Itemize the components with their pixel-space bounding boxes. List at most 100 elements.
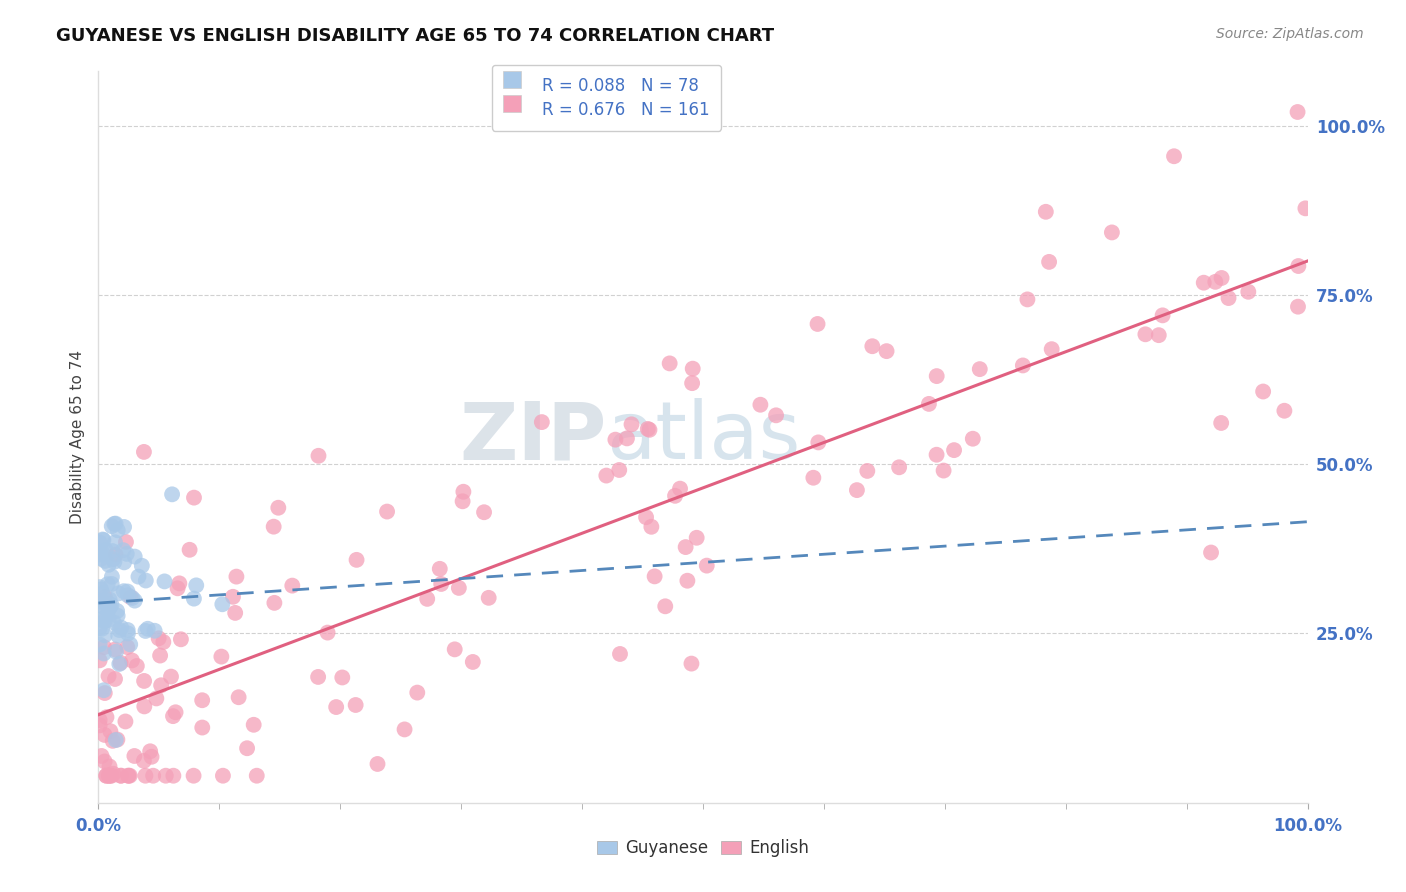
Point xyxy=(89,535,111,549)
Point xyxy=(93,683,115,698)
Point xyxy=(107,586,129,600)
Text: GUYANESE VS ENGLISH DISABILITY AGE 65 TO 74 CORRELATION CHART: GUYANESE VS ENGLISH DISABILITY AGE 65 TO… xyxy=(56,27,775,45)
Point xyxy=(749,398,772,412)
Point xyxy=(1135,327,1157,342)
Point xyxy=(139,744,162,758)
Point xyxy=(1211,271,1233,285)
Point xyxy=(160,487,183,501)
Point xyxy=(93,628,115,642)
Point xyxy=(103,766,125,780)
Point xyxy=(1017,293,1039,307)
Point xyxy=(124,749,146,764)
Point xyxy=(127,569,149,583)
Point xyxy=(969,362,991,376)
Point xyxy=(856,464,879,478)
Point xyxy=(100,724,122,739)
Point xyxy=(97,603,120,617)
Point xyxy=(887,460,910,475)
Point xyxy=(263,519,285,533)
Point xyxy=(209,649,232,664)
Point xyxy=(148,632,170,646)
Point xyxy=(135,624,157,638)
Point xyxy=(605,433,627,447)
Point xyxy=(1012,359,1035,373)
Point xyxy=(664,489,686,503)
Point xyxy=(97,597,120,611)
Point xyxy=(90,594,112,608)
Point xyxy=(155,769,177,783)
Point xyxy=(242,718,264,732)
Point xyxy=(1204,275,1226,289)
Point xyxy=(104,516,127,531)
Point xyxy=(117,769,139,783)
Point xyxy=(1147,328,1170,343)
Point xyxy=(925,448,948,462)
Point xyxy=(807,435,830,450)
Point xyxy=(93,614,115,628)
Point xyxy=(638,423,661,437)
Point xyxy=(98,759,121,773)
Point xyxy=(681,376,703,391)
Point xyxy=(325,700,347,714)
Point xyxy=(170,632,193,647)
Point xyxy=(117,769,139,783)
Point xyxy=(447,581,470,595)
Point xyxy=(131,558,153,573)
Point xyxy=(162,769,184,783)
Point xyxy=(212,769,235,783)
Point xyxy=(932,464,955,478)
Point xyxy=(430,577,453,591)
Point xyxy=(93,647,115,661)
Point xyxy=(461,655,484,669)
Point xyxy=(166,582,188,596)
Point xyxy=(1286,300,1309,314)
Point xyxy=(620,417,643,432)
Point xyxy=(616,431,638,445)
Point xyxy=(104,642,127,657)
Point xyxy=(183,591,205,606)
Point xyxy=(183,769,205,783)
Point xyxy=(132,673,155,688)
Y-axis label: Disability Age 65 to 74: Disability Age 65 to 74 xyxy=(69,350,84,524)
Point xyxy=(344,698,367,712)
Point xyxy=(93,755,115,769)
Point xyxy=(112,584,135,599)
Point xyxy=(89,637,111,651)
Point xyxy=(121,653,143,667)
Point xyxy=(91,599,114,614)
Point xyxy=(115,535,138,549)
Point xyxy=(682,361,704,376)
Point xyxy=(120,637,142,651)
Point xyxy=(142,769,165,783)
Point xyxy=(118,769,141,783)
Point xyxy=(595,468,617,483)
Point xyxy=(263,596,285,610)
Point xyxy=(685,531,707,545)
Point xyxy=(114,714,136,729)
Point xyxy=(472,505,495,519)
Point xyxy=(1294,202,1316,216)
Point xyxy=(806,317,828,331)
Point xyxy=(112,555,135,569)
Point xyxy=(330,670,353,684)
Point xyxy=(918,397,941,411)
Point xyxy=(1286,259,1309,273)
Point xyxy=(121,591,143,605)
Point xyxy=(91,586,114,600)
Point xyxy=(150,678,173,692)
Point xyxy=(943,443,966,458)
Point xyxy=(125,659,148,673)
Point xyxy=(225,569,247,583)
Point xyxy=(1237,285,1260,299)
Text: Source: ZipAtlas.com: Source: ZipAtlas.com xyxy=(1216,27,1364,41)
Point xyxy=(346,553,368,567)
Point xyxy=(640,520,662,534)
Point xyxy=(607,463,630,477)
Point xyxy=(96,769,118,783)
Point xyxy=(112,543,135,558)
Point xyxy=(107,608,129,623)
Point xyxy=(609,647,631,661)
Point xyxy=(107,629,129,643)
Point xyxy=(90,582,112,597)
Point xyxy=(97,769,120,783)
